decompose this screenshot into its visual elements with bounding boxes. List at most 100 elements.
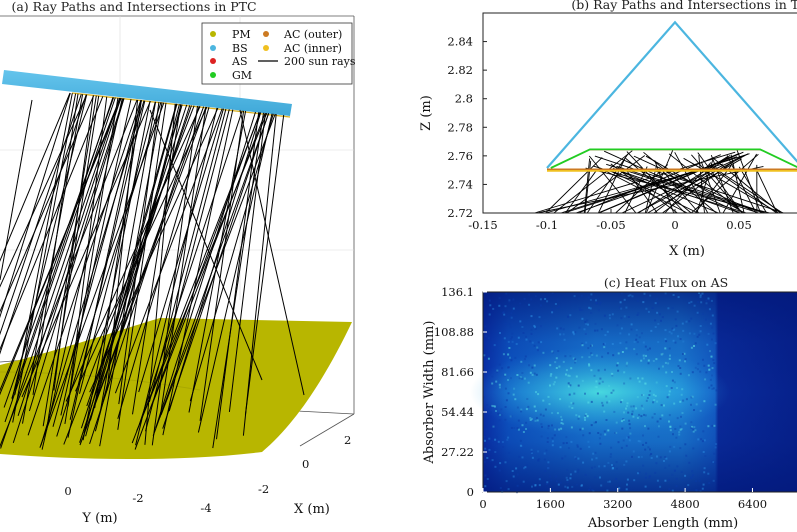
flux-speckle (640, 359, 643, 362)
flux-speckle (637, 312, 640, 315)
bs-tube (2, 70, 292, 116)
flux-speckle (508, 347, 511, 349)
flux-speckle (601, 380, 604, 383)
flux-speckle (509, 315, 512, 318)
flux-speckle (676, 310, 679, 313)
flux-speckle (625, 488, 628, 491)
flux-speckle (635, 353, 638, 356)
flux-speckle (508, 356, 511, 358)
flux-speckle (599, 433, 602, 436)
flux-speckle (502, 311, 505, 314)
flux-speckle (604, 342, 606, 345)
flux-speckle (518, 377, 521, 380)
flux-speckle (588, 488, 591, 491)
flux-speckle (542, 351, 545, 354)
flux-speckle (571, 407, 574, 409)
flux-speckle (598, 303, 601, 306)
flux-speckle (706, 343, 709, 346)
flux-speckle (628, 333, 631, 336)
flux-speckle (512, 475, 515, 478)
flux-speckle (568, 393, 571, 396)
flux-speckle (513, 427, 516, 429)
sun-ray (89, 104, 183, 421)
legend-marker-as (210, 58, 216, 64)
sun-ray (135, 107, 218, 446)
flux-speckle (667, 479, 670, 481)
flux-speckle (695, 490, 698, 493)
flux-speckle (679, 400, 682, 403)
flux-speckle (681, 479, 684, 481)
flux-speckle (623, 315, 626, 318)
flux-speckle (649, 294, 652, 297)
flux-speckle (564, 485, 567, 488)
sun-ray (244, 114, 285, 415)
flux-speckle (561, 457, 564, 460)
flux-speckle (603, 465, 606, 468)
flux-speckle (655, 462, 658, 465)
flux-speckle (635, 334, 638, 337)
flux-speckle (558, 305, 561, 308)
flux-speckle (714, 403, 717, 406)
flux-speckle (595, 380, 598, 383)
flux-speckle (580, 484, 583, 487)
c-ytick-4: 108.88 (434, 325, 474, 339)
flux-speckle (661, 352, 664, 355)
flux-speckle (549, 374, 552, 377)
flux-speckle (710, 384, 713, 387)
flux-speckle (589, 486, 592, 489)
flux-speckle (540, 435, 543, 438)
flux-speckle (544, 408, 547, 411)
flux-speckle (620, 292, 623, 295)
flux-speckle (708, 368, 711, 371)
flux-speckle (535, 417, 538, 420)
flux-speckle (507, 488, 510, 491)
flux-speckle (651, 416, 654, 419)
flux-speckle (499, 414, 502, 416)
flux-speckle (581, 484, 583, 487)
flux-speckle (665, 340, 668, 343)
flux-speckle (661, 316, 664, 319)
flux-speckle (536, 419, 539, 422)
flux-speckle (629, 377, 632, 380)
flux-speckle (559, 446, 562, 449)
flux-speckle (559, 327, 562, 330)
flux-speckle (671, 379, 674, 382)
flux-speckle (581, 427, 584, 430)
sun-ray (67, 96, 108, 407)
flux-speckle (578, 307, 581, 310)
flux-speckle (645, 441, 648, 444)
flux-speckle (703, 471, 706, 474)
flux-speckle (489, 406, 492, 409)
heat-flux-map (470, 292, 797, 494)
flux-speckle (498, 304, 501, 307)
flux-speckle (644, 414, 647, 417)
flux-speckle (628, 439, 631, 442)
tc-ray (726, 155, 757, 214)
flux-speckle (525, 421, 528, 424)
flux-speckle (570, 401, 573, 404)
flux-speckle (536, 346, 539, 349)
flux-speckle (637, 440, 640, 443)
flux-speckle (551, 307, 553, 310)
flux-speckle (517, 336, 520, 339)
flux-speckle (499, 332, 501, 334)
flux-speckle (617, 441, 620, 444)
flux-speckle (531, 341, 534, 344)
flux-speckle (672, 329, 675, 332)
flux-speckle (546, 437, 549, 440)
flux-speckle (628, 423, 631, 426)
flux-speckle (690, 317, 693, 320)
flux-speckle (701, 440, 704, 443)
flux-speckle (568, 375, 571, 377)
flux-speckle (694, 429, 697, 432)
flux-speckle (659, 417, 662, 420)
flux-speckle (668, 393, 671, 396)
flux-speckle (710, 299, 713, 302)
flux-speckle (534, 326, 536, 329)
flux-speckle (522, 431, 525, 433)
flux-speckle (621, 351, 624, 353)
flux-speckle (698, 292, 701, 294)
flux-speckle (492, 425, 495, 428)
flux-speckle (583, 416, 586, 419)
b-xtick-4: 0.05 (726, 218, 752, 232)
